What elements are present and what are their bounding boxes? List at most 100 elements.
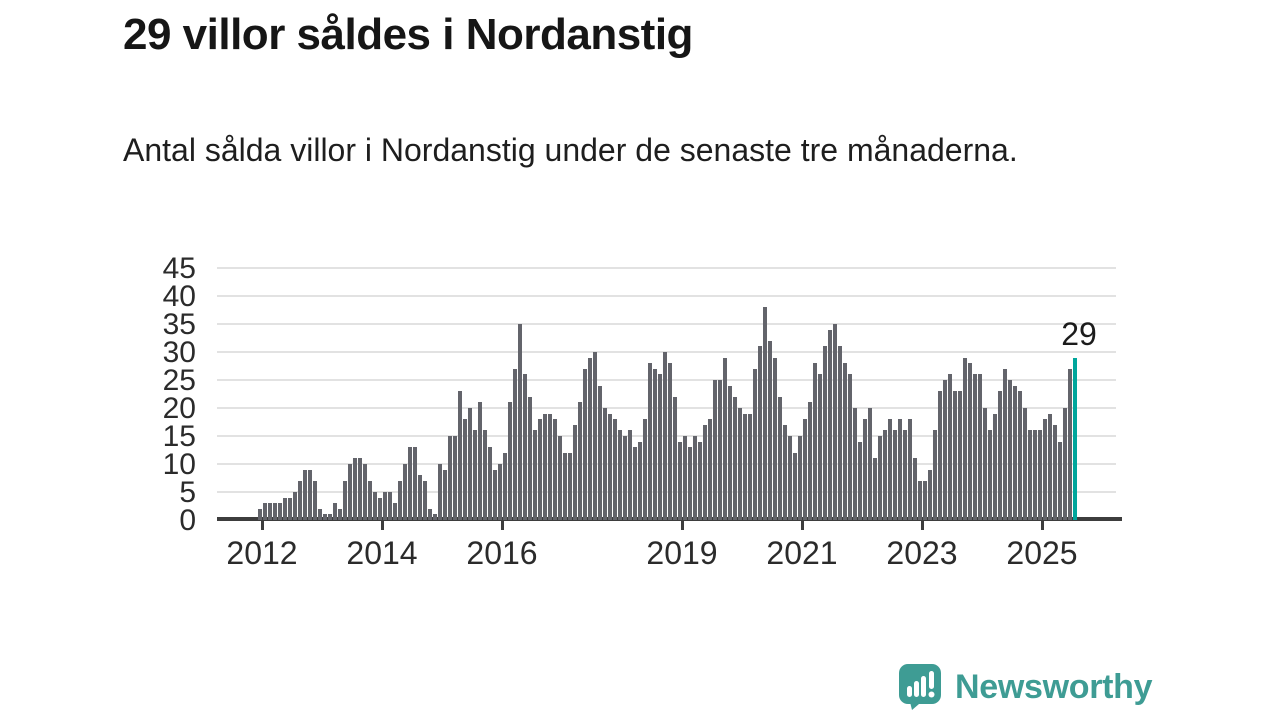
bar: [653, 369, 657, 520]
newsworthy-logo-icon: [899, 664, 941, 710]
x-axis-tick: [381, 521, 384, 530]
bar: [953, 391, 957, 520]
bar: [858, 442, 862, 520]
x-axis-tick: [261, 521, 264, 530]
y-axis-tick-label: 0: [179, 504, 196, 537]
bar: [1003, 369, 1007, 520]
bar: [823, 346, 827, 520]
bar: [918, 481, 922, 520]
x-axis-tick: [501, 521, 504, 530]
latest-value-label: 29: [1061, 315, 1097, 352]
y-axis-tick-label: 5: [179, 476, 196, 509]
bar: [533, 430, 537, 520]
bar: [848, 374, 852, 520]
bar: [1063, 408, 1067, 520]
bar: [793, 453, 797, 520]
bar: [998, 391, 1002, 520]
bar: [783, 425, 787, 520]
bar: [888, 419, 892, 520]
bar: [1028, 430, 1032, 520]
bar: [278, 503, 282, 520]
bar: [708, 419, 712, 520]
bar: [468, 408, 472, 520]
bar: [458, 391, 462, 520]
bar: [758, 346, 762, 520]
bar: [583, 369, 587, 520]
bar: [428, 509, 432, 520]
bar: [903, 430, 907, 520]
bar: [773, 358, 777, 520]
bar: [818, 374, 822, 520]
bar: [333, 503, 337, 520]
bar: [938, 391, 942, 520]
bar: [853, 408, 857, 520]
bar: [643, 419, 647, 520]
bar: [408, 447, 412, 520]
bar: [493, 470, 497, 520]
x-axis-tick-label: 2019: [646, 535, 718, 571]
bar: [603, 408, 607, 520]
bar: [693, 436, 697, 520]
bar: [1043, 419, 1047, 520]
bar: [813, 363, 817, 520]
bar: [1068, 369, 1072, 520]
bar: [343, 481, 347, 520]
bar: [768, 341, 772, 520]
bar: [308, 470, 312, 520]
bar: [748, 414, 752, 520]
x-axis-tick: [801, 521, 804, 530]
bar: [718, 380, 722, 520]
bar: [313, 481, 317, 520]
bar: [323, 514, 327, 520]
bar: [1038, 430, 1042, 520]
bar: [348, 464, 352, 520]
bar: [258, 509, 262, 520]
bar: [558, 436, 562, 520]
bar: [263, 503, 267, 520]
bar: [948, 374, 952, 520]
x-axis-tick: [681, 521, 684, 530]
bar: [403, 464, 407, 520]
gridline: [217, 295, 1116, 297]
bar: [883, 430, 887, 520]
bar: [623, 436, 627, 520]
y-axis-tick-label: 40: [162, 280, 196, 313]
bar: [588, 358, 592, 520]
bar: [528, 397, 532, 520]
bar: [443, 470, 447, 520]
bar: [678, 442, 682, 520]
bar: [728, 386, 732, 520]
bar: [1053, 425, 1057, 520]
bar: [283, 498, 287, 520]
bar: [418, 475, 422, 520]
bar: [538, 419, 542, 520]
bar: [688, 447, 692, 520]
y-axis-tick-label: 35: [162, 308, 196, 341]
bar: [273, 503, 277, 520]
chart-subtitle: Antal sålda villor i Nordanstig under de…: [123, 132, 1018, 168]
y-axis-tick-label: 20: [162, 392, 196, 425]
y-axis-tick-label: 30: [162, 336, 196, 369]
x-axis-tick: [921, 521, 924, 530]
gridline: [217, 323, 1116, 325]
bar-highlight-latest: [1073, 358, 1077, 520]
y-axis-tick-label: 45: [162, 252, 196, 285]
bar: [288, 498, 292, 520]
bar: [663, 352, 667, 520]
bar: [463, 419, 467, 520]
bar: [798, 436, 802, 520]
bar: [843, 363, 847, 520]
bar: [388, 492, 392, 520]
bar: [633, 447, 637, 520]
bar: [598, 386, 602, 520]
bar: [503, 453, 507, 520]
bar: [738, 408, 742, 520]
bar: [398, 481, 402, 520]
y-axis-tick-label: 10: [162, 448, 196, 481]
x-axis-tick-label: 2023: [886, 535, 958, 571]
bar: [958, 391, 962, 520]
y-axis-tick-label: 15: [162, 420, 196, 453]
bar: [978, 374, 982, 520]
bar: [658, 374, 662, 520]
